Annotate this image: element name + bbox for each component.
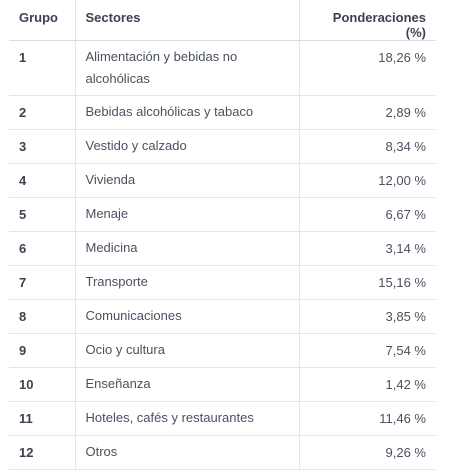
header-sectores: Sectores [75, 0, 300, 41]
table-row: 12 Otros 9,26 % [9, 435, 436, 470]
cell-grupo: 7 [9, 265, 76, 300]
cell-grupo: 5 [9, 197, 76, 232]
cell-ponderacion: 3,14 % [299, 231, 436, 266]
cell-sector: Ocio y cultura [75, 333, 300, 368]
cell-grupo: 2 [9, 95, 76, 130]
cell-grupo: 1 [9, 40, 76, 96]
cell-grupo: 4 [9, 163, 76, 198]
cell-grupo: 3 [9, 129, 76, 164]
header-row: Grupo Sectores Ponderaciones (%) [9, 0, 436, 41]
cell-grupo: 12 [9, 435, 76, 470]
cell-ponderacion: 6,67 % [299, 197, 436, 232]
table-row: 3 Vestido y calzado 8,34 % [9, 129, 436, 164]
cell-ponderacion: 7,54 % [299, 333, 436, 368]
cell-ponderacion: 9,26 % [299, 435, 436, 470]
cell-ponderacion: 15,16 % [299, 265, 436, 300]
cell-sector: Medicina [75, 231, 300, 266]
cell-ponderacion: 11,46 % [299, 401, 436, 436]
cell-grupo: 6 [9, 231, 76, 266]
weights-table: Grupo Sectores Ponderaciones (%) 1 Alime… [9, 0, 436, 470]
cell-sector: Vestido y calzado [75, 129, 300, 164]
table-row: 10 Enseñanza 1,42 % [9, 367, 436, 402]
cell-ponderacion: 2,89 % [299, 95, 436, 130]
cell-sector: Transporte [75, 265, 300, 300]
cell-grupo: 9 [9, 333, 76, 368]
table-row: 2 Bebidas alcohólicas y tabaco 2,89 % [9, 95, 436, 130]
cell-ponderacion: 3,85 % [299, 299, 436, 334]
cell-ponderacion: 18,26 % [299, 40, 436, 96]
cell-sector: Hoteles, cafés y restaurantes [75, 401, 300, 436]
table-row: 9 Ocio y cultura 7,54 % [9, 333, 436, 368]
table-row: 8 Comunicaciones 3,85 % [9, 299, 436, 334]
cell-sector: Enseñanza [75, 367, 300, 402]
header-grupo: Grupo [9, 0, 76, 41]
table-row: 7 Transporte 15,16 % [9, 265, 436, 300]
table-row: 4 Vivienda 12,00 % [9, 163, 436, 198]
cell-grupo: 10 [9, 367, 76, 402]
cell-ponderacion: 12,00 % [299, 163, 436, 198]
cell-grupo: 8 [9, 299, 76, 334]
table-row: 1 Alimentación y bebidas no alcohólicas … [9, 40, 436, 96]
cell-sector: Menaje [75, 197, 300, 232]
cell-grupo: 11 [9, 401, 76, 436]
table-row: 5 Menaje 6,67 % [9, 197, 436, 232]
header-ponderaciones: Ponderaciones (%) [299, 0, 436, 41]
table-row: 6 Medicina 3,14 % [9, 231, 436, 266]
cell-sector: Vivienda [75, 163, 300, 198]
table-row: 11 Hoteles, cafés y restaurantes 11,46 % [9, 401, 436, 436]
cell-sector: Alimentación y bebidas no alcohólicas [75, 40, 300, 96]
table-body: 1 Alimentación y bebidas no alcohólicas … [9, 40, 436, 470]
cell-sector: Bebidas alcohólicas y tabaco [75, 95, 300, 130]
cell-ponderacion: 8,34 % [299, 129, 436, 164]
cell-sector: Otros [75, 435, 300, 470]
table-header: Grupo Sectores Ponderaciones (%) [9, 0, 436, 41]
cell-sector: Comunicaciones [75, 299, 300, 334]
cell-ponderacion: 1,42 % [299, 367, 436, 402]
